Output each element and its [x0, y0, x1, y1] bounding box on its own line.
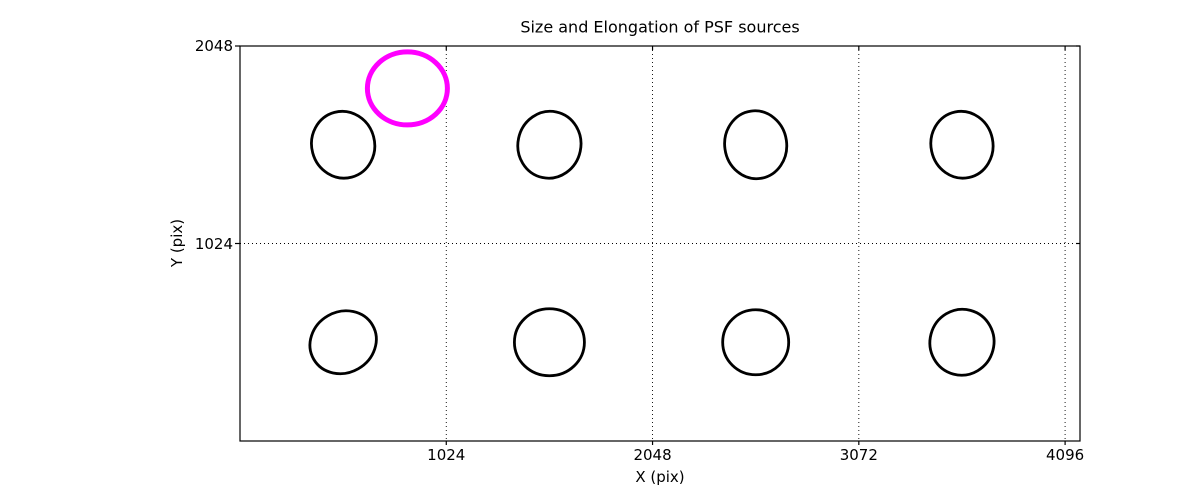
- x-tick-label: 2048: [633, 446, 672, 464]
- gridlines: [240, 46, 1080, 441]
- psf-ellipses: [308, 49, 996, 378]
- x-tick-label: 1024: [427, 446, 466, 464]
- psf-ellipse: [513, 307, 586, 378]
- tick-marks: [235, 45, 1080, 445]
- psf-ellipse: [310, 109, 377, 180]
- x-tick-label: 4096: [1045, 446, 1085, 464]
- psf-ellipse: [928, 307, 996, 377]
- psf-ellipse: [516, 109, 583, 180]
- axes-frame: [239, 45, 1081, 442]
- psf-ellipse: [721, 308, 791, 377]
- y-tick-label: 2048: [194, 37, 233, 55]
- chart-title: Size and Elongation of PSF sources: [520, 17, 800, 37]
- x-axis-label: X (pix): [635, 468, 685, 486]
- reference-ellipse: [364, 49, 450, 128]
- psf-ellipse: [723, 109, 789, 181]
- psf-ellipse: [308, 309, 378, 376]
- x-tick-label: 3072: [839, 446, 878, 464]
- psf-ellipse: [929, 109, 995, 180]
- y-tick-label: 1024: [194, 234, 233, 253]
